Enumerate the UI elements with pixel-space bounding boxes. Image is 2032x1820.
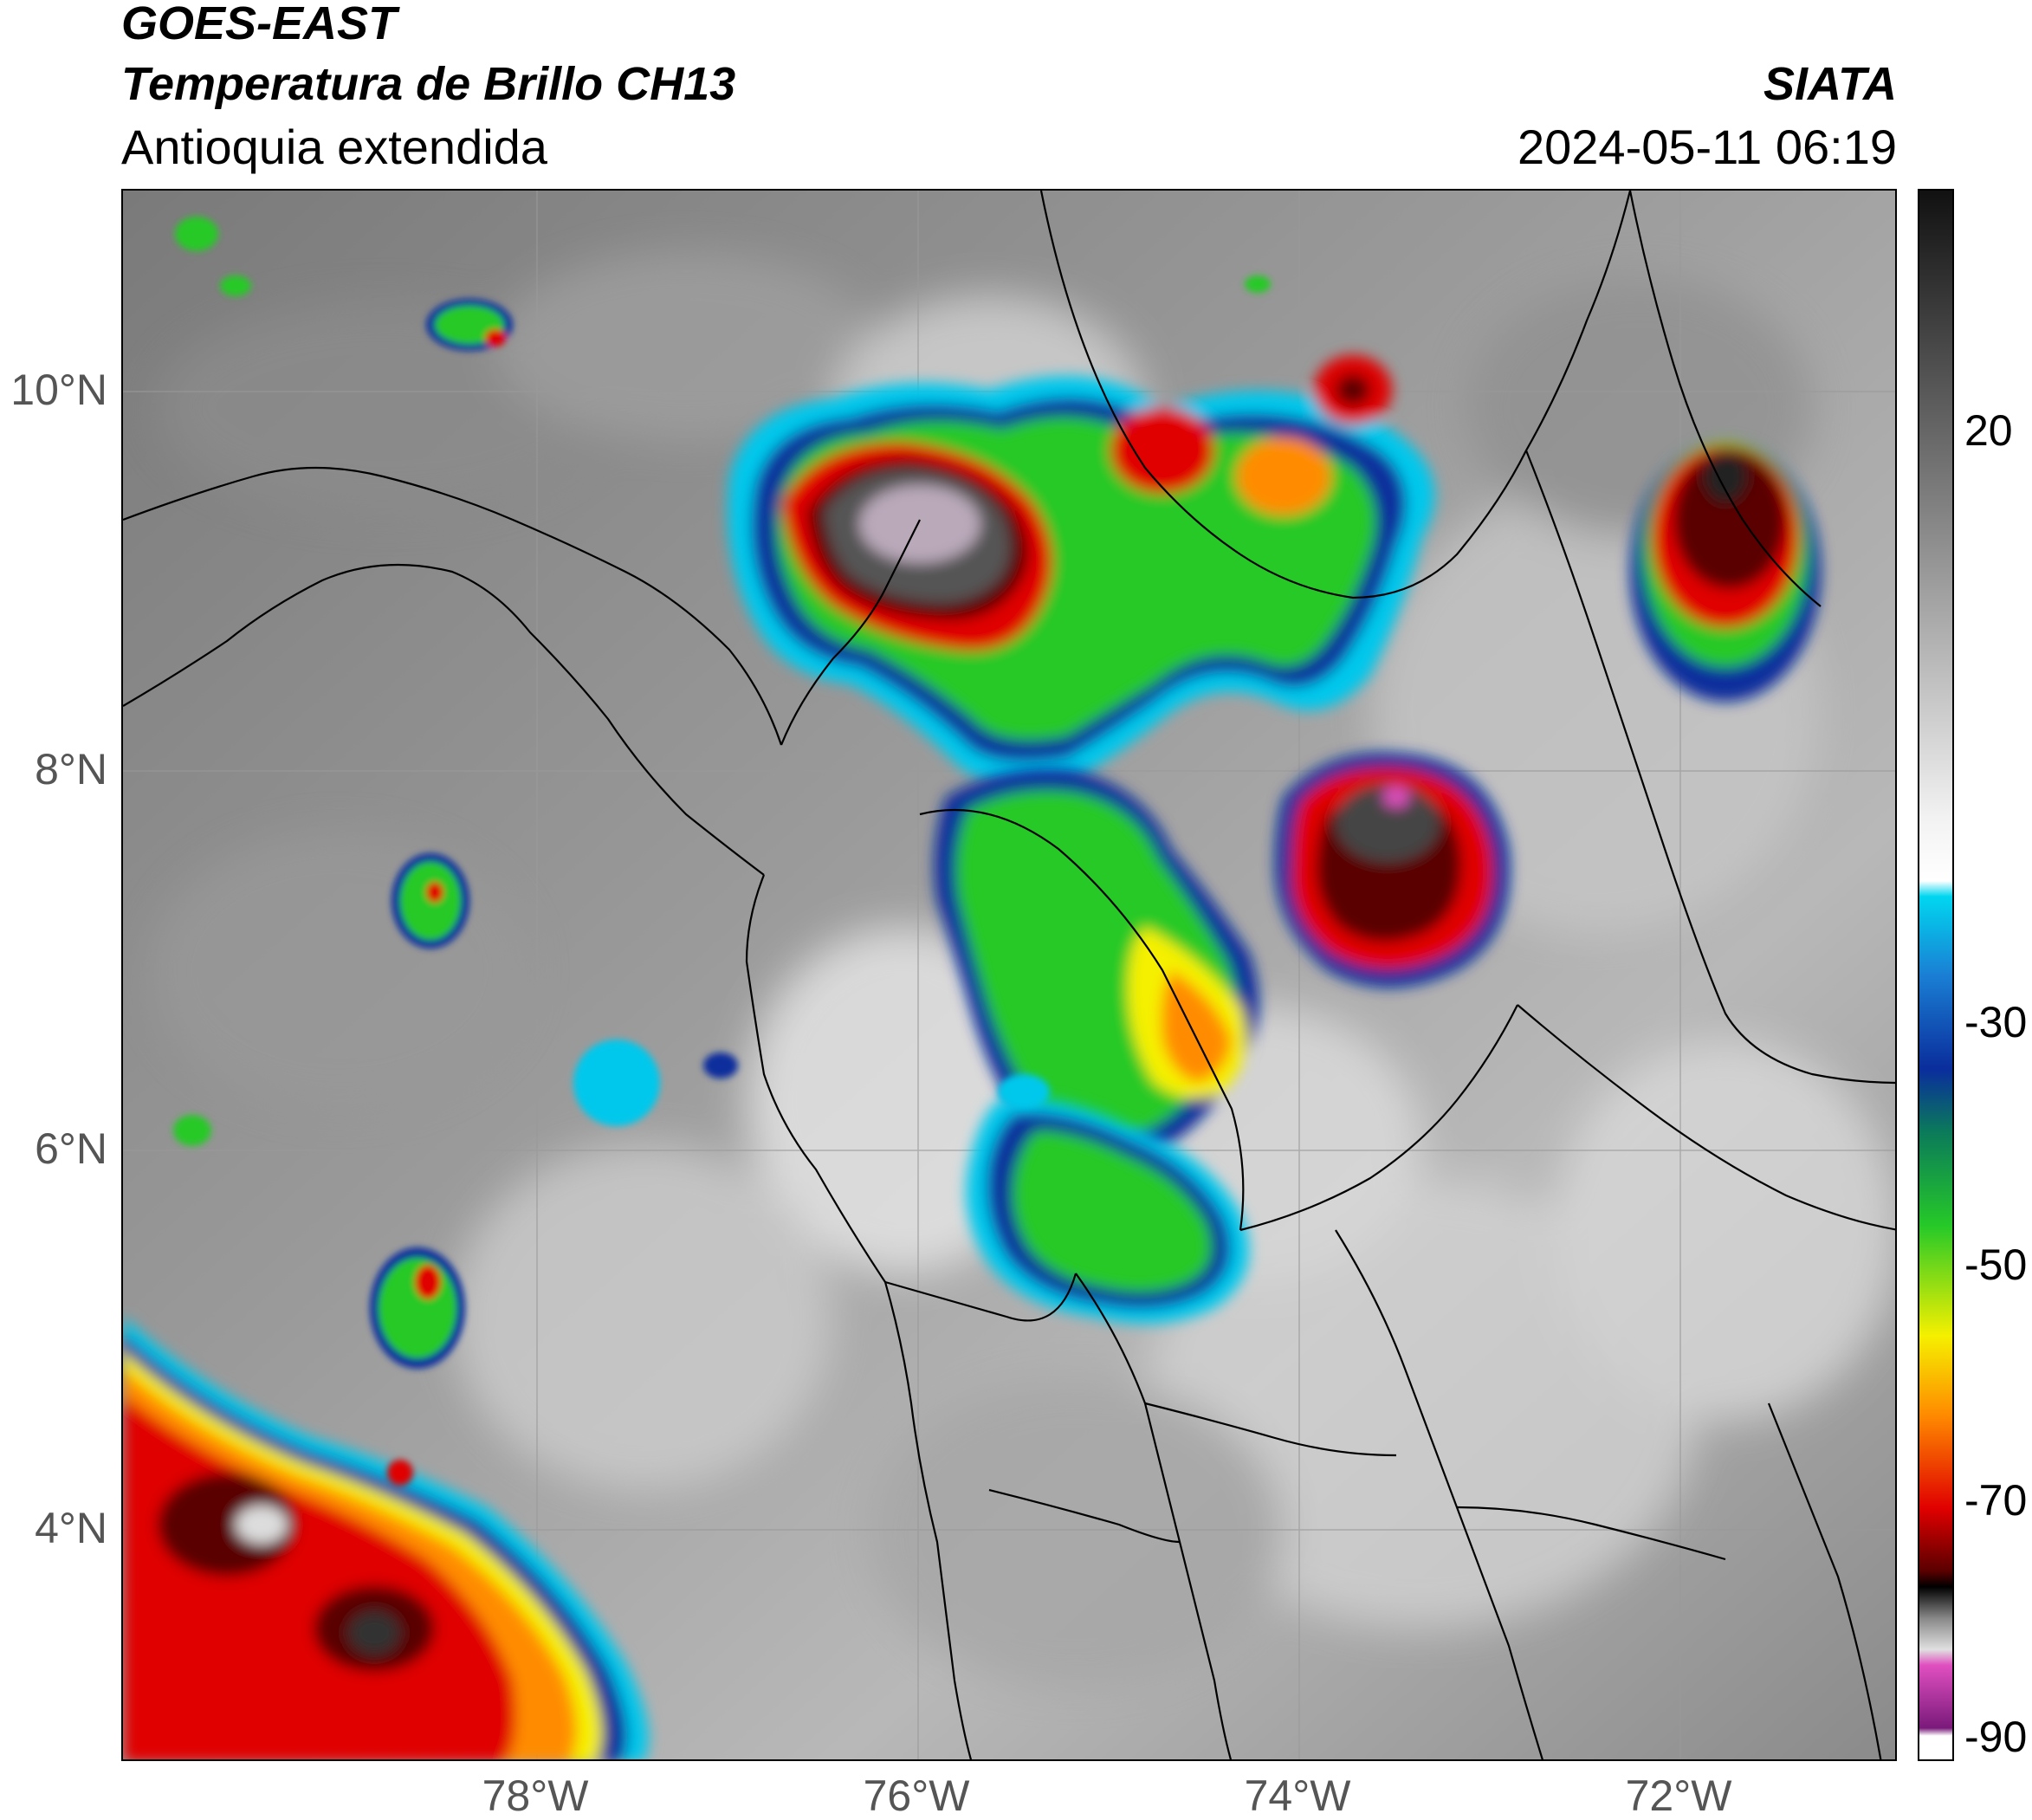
region-subtitle: Antioquia extendida (121, 120, 547, 174)
panama-coastline (123, 563, 765, 876)
uraba-coast (780, 519, 921, 746)
eastern-department-border (1517, 1004, 1895, 1231)
storm-cell-east (1275, 752, 1511, 988)
storm-complex-north (728, 355, 1435, 786)
satellite-title: GOES-EAST (121, 0, 398, 49)
storm-complex-southwest (123, 1317, 649, 1759)
storm-band-central (934, 769, 1259, 1163)
choco-antioquia-border (884, 1273, 1077, 1322)
cordillera-central-border (1075, 1273, 1233, 1759)
storm-complex-south (966, 1098, 1249, 1324)
caldas-border (1144, 1402, 1397, 1457)
colorbar-label-minus50: -50 (1964, 1240, 2028, 1289)
x-tick-label-74w: 74°W (1244, 1771, 1351, 1820)
product-title: Temperatura de Brillo CH13 (121, 58, 736, 110)
guajira-border (1628, 191, 1822, 607)
y-tick-label-10n: 10°N (10, 366, 107, 414)
brand-label: SIATA (1763, 58, 1897, 110)
political-boundaries (123, 191, 1895, 1759)
timestamp-label: 2024-05-11 06:19 (1518, 120, 1897, 174)
colorbar-label-minus90: -90 (1964, 1713, 2028, 1761)
storm-cell-northeast (1630, 442, 1821, 702)
small-storm-cells (173, 217, 1271, 1486)
antioquia-west-border (919, 809, 1245, 1231)
risaralda-border (988, 1488, 1181, 1544)
y-tick-label-8n: 8°N (35, 745, 107, 793)
y-tick-label-4n: 4°N (35, 1504, 107, 1552)
colorbar-label-minus30: -30 (1964, 998, 2028, 1046)
panama-north-coast (123, 466, 783, 746)
x-tick-label-78w: 78°W (482, 1771, 589, 1820)
colorbar-label-20: 20 (1964, 406, 2013, 455)
temperature-colorbar (1918, 189, 1954, 1761)
caribbean-coast (1039, 191, 1632, 599)
colorbar-label-minus70: -70 (1964, 1476, 2028, 1525)
boyaca-border (1456, 1506, 1726, 1561)
antioquia-east-border (1239, 1004, 1518, 1232)
y-tick-label-6n: 6°N (35, 1124, 107, 1173)
venezuela-border (1524, 450, 1895, 1085)
x-tick-label-72w: 72°W (1625, 1771, 1732, 1820)
satellite-map (123, 191, 1895, 1759)
x-tick-label-76w: 76°W (863, 1771, 970, 1820)
map-panel (121, 189, 1897, 1761)
eastern-border-south (1767, 1402, 1882, 1759)
cordillera-oriental-border (1335, 1229, 1543, 1759)
